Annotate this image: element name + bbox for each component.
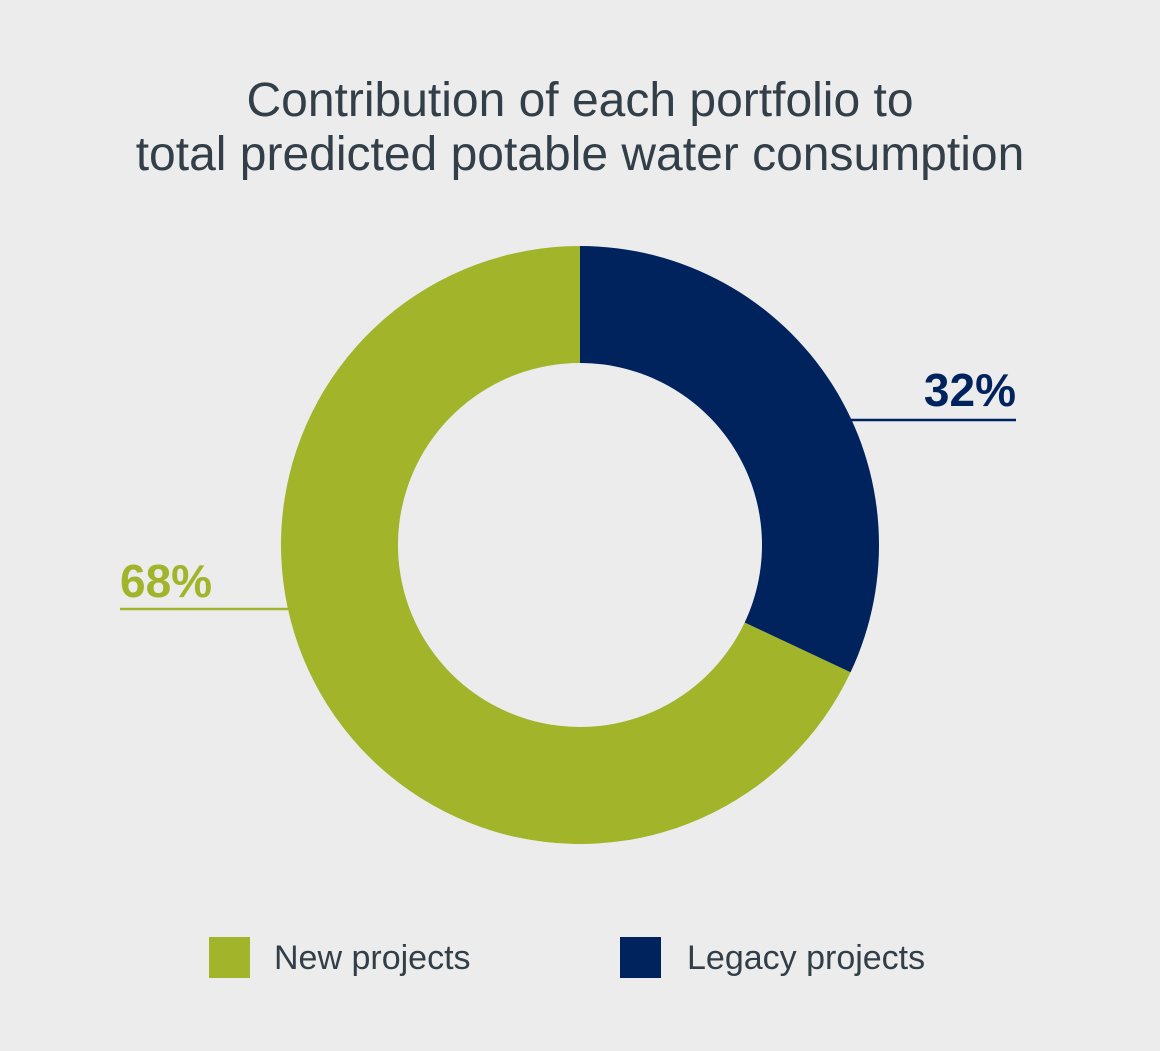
slice-new-projects <box>281 246 851 844</box>
legend-swatch-legacy-projects <box>620 937 661 978</box>
legend-swatch-new-projects <box>209 937 250 978</box>
data-label-legacy-projects: 32% <box>924 364 1016 416</box>
chart-title-line-2: total predicted potable water consumptio… <box>135 128 1025 181</box>
chart-title: Contribution of each portfolio to total … <box>0 74 1160 182</box>
legend-label-legacy-projects: Legacy projects <box>687 939 926 977</box>
data-label-new-projects: 68% <box>120 555 212 607</box>
slice-legacy-projects <box>580 246 879 673</box>
legend-label-new-projects: New projects <box>274 939 471 977</box>
chart-title-line-1: Contribution of each portfolio to <box>246 74 914 127</box>
